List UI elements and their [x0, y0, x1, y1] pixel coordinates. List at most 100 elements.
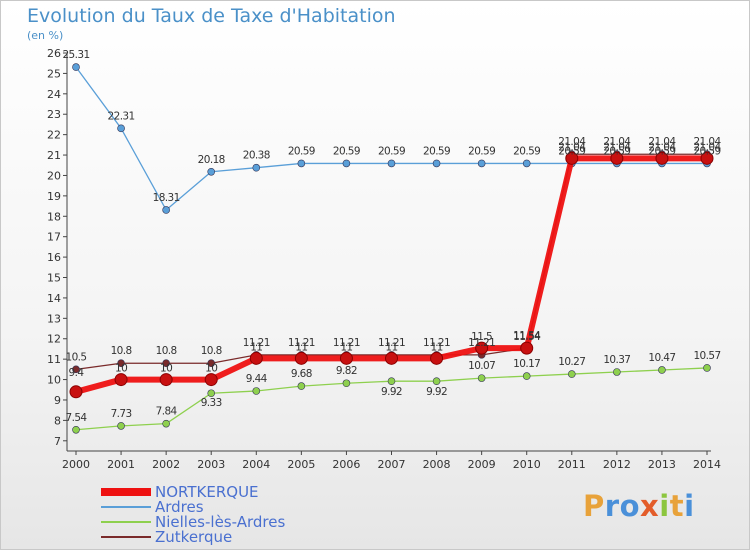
data-label: 21.04: [558, 136, 586, 148]
data-label: 10.07: [468, 360, 495, 372]
data-point: [297, 159, 306, 168]
data-point: [297, 382, 306, 390]
data-label: 7.54: [66, 412, 88, 424]
data-label: 10.8: [156, 345, 177, 357]
data-label: 20.38: [243, 150, 270, 162]
y-tick-label: 22: [47, 129, 61, 142]
legend-item: Nielles-lès-Ardres: [101, 514, 361, 530]
data-point: [162, 419, 170, 428]
data-label: 20.59: [468, 145, 495, 157]
y-tick-label: 17: [47, 231, 61, 244]
data-label: 9.68: [291, 368, 312, 380]
data-label: 9.92: [381, 386, 402, 398]
data-label: 11.5: [471, 331, 492, 343]
data-point: [475, 341, 489, 355]
x-tick-label: 2007: [378, 458, 406, 471]
data-point: [72, 425, 80, 434]
data-label: 9.44: [246, 373, 268, 385]
data-label: 21.04: [603, 141, 631, 153]
data-point: [522, 159, 531, 168]
x-tick-label: 2005: [287, 458, 315, 471]
data-point: [567, 370, 576, 378]
proxiti-logo: Proxiti: [583, 489, 695, 523]
data-label: 10.5: [66, 351, 87, 363]
data-label: 20.59: [648, 145, 675, 157]
data-point: [565, 151, 579, 165]
x-tick-label: 2013: [648, 458, 676, 471]
data-label: 10: [115, 363, 127, 375]
y-tick-label: 18: [47, 210, 61, 223]
data-label: 11: [250, 341, 262, 353]
data-label: 20.59: [378, 145, 405, 157]
x-tick-label: 2006: [332, 458, 360, 471]
data-point: [72, 365, 80, 374]
data-label: 11.54: [513, 331, 541, 343]
data-label: 21.04: [648, 136, 676, 148]
y-tick-label: 20: [47, 169, 61, 182]
legend-item: NORTKERQUE: [101, 484, 361, 500]
data-label: 9.4: [69, 367, 85, 379]
data-label: 11.54: [513, 330, 541, 342]
data-label: 21.04: [693, 136, 721, 148]
logo-letter: i: [659, 489, 670, 523]
data-label: 20.59: [558, 145, 585, 157]
data-point: [72, 63, 80, 71]
data-point: [207, 389, 216, 398]
data-label: 9.92: [426, 386, 447, 398]
data-label: 9.82: [336, 365, 357, 377]
data-label: 20.59: [288, 145, 315, 157]
legend-swatch: [101, 488, 151, 496]
data-point: [387, 159, 396, 168]
data-label: 11: [430, 341, 442, 353]
data-label: 21.04: [603, 136, 631, 148]
data-label: 11.21: [468, 337, 495, 349]
data-label: 10: [205, 363, 217, 375]
data-point: [159, 373, 173, 387]
y-tick-label: 23: [47, 108, 61, 121]
x-tick-label: 2000: [62, 458, 90, 471]
x-tick-label: 2014: [693, 458, 721, 471]
data-label: 7.84: [156, 406, 178, 418]
chart-subtitle: (en %): [27, 29, 64, 42]
x-tick-label: 2003: [197, 458, 225, 471]
data-point: [162, 359, 170, 368]
data-point: [204, 373, 218, 387]
data-point: [207, 167, 216, 176]
data-label: 10.37: [603, 354, 630, 366]
data-label: 11.21: [423, 337, 450, 349]
data-point: [432, 159, 441, 168]
x-tick-label: 2010: [513, 458, 541, 471]
data-label: 11.21: [243, 337, 270, 349]
data-label: 9.33: [201, 397, 222, 409]
data-label: 10: [160, 363, 172, 375]
y-tick-label: 24: [47, 88, 61, 101]
chart-title: Evolution du Taux de Taxe d'Habitation: [27, 5, 396, 27]
data-point: [477, 374, 486, 382]
data-label: 20.59: [423, 145, 450, 157]
y-tick-label: 19: [47, 190, 61, 203]
data-label: 10.57: [693, 350, 720, 362]
y-tick-label: 8: [54, 414, 61, 427]
data-point: [613, 368, 621, 376]
data-point: [69, 385, 83, 399]
x-tick-label: 2004: [242, 458, 270, 471]
data-point: [520, 341, 534, 355]
x-tick-label: 2009: [468, 458, 496, 471]
data-label: 10.8: [111, 345, 132, 357]
data-point: [522, 372, 531, 380]
data-point: [658, 366, 666, 374]
data-label: 21.04: [648, 141, 676, 153]
x-tick-label: 2002: [152, 458, 180, 471]
legend-item: Zutkerque: [101, 529, 361, 545]
data-point: [432, 377, 441, 385]
data-label: 20.59: [333, 145, 360, 157]
data-label: 22.31: [108, 110, 135, 122]
data-point: [207, 359, 216, 368]
data-label: 11.21: [288, 337, 315, 349]
data-label: 10.47: [648, 352, 675, 364]
logo-letter: i: [684, 489, 695, 523]
data-point: [430, 351, 444, 365]
legend-item: Ardres: [101, 499, 361, 515]
data-label: 18.31: [153, 192, 180, 204]
